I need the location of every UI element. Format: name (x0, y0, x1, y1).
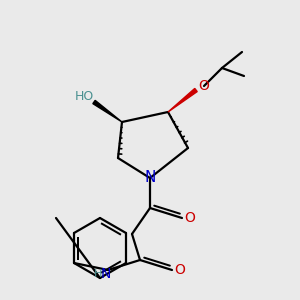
Polygon shape (93, 100, 122, 122)
Text: HO: HO (74, 89, 94, 103)
Text: O: O (184, 211, 195, 225)
Text: O: O (199, 79, 209, 93)
Text: N: N (144, 170, 156, 185)
Polygon shape (168, 88, 197, 112)
Text: O: O (175, 263, 185, 277)
Text: H: H (94, 269, 102, 279)
Text: N: N (101, 267, 111, 281)
